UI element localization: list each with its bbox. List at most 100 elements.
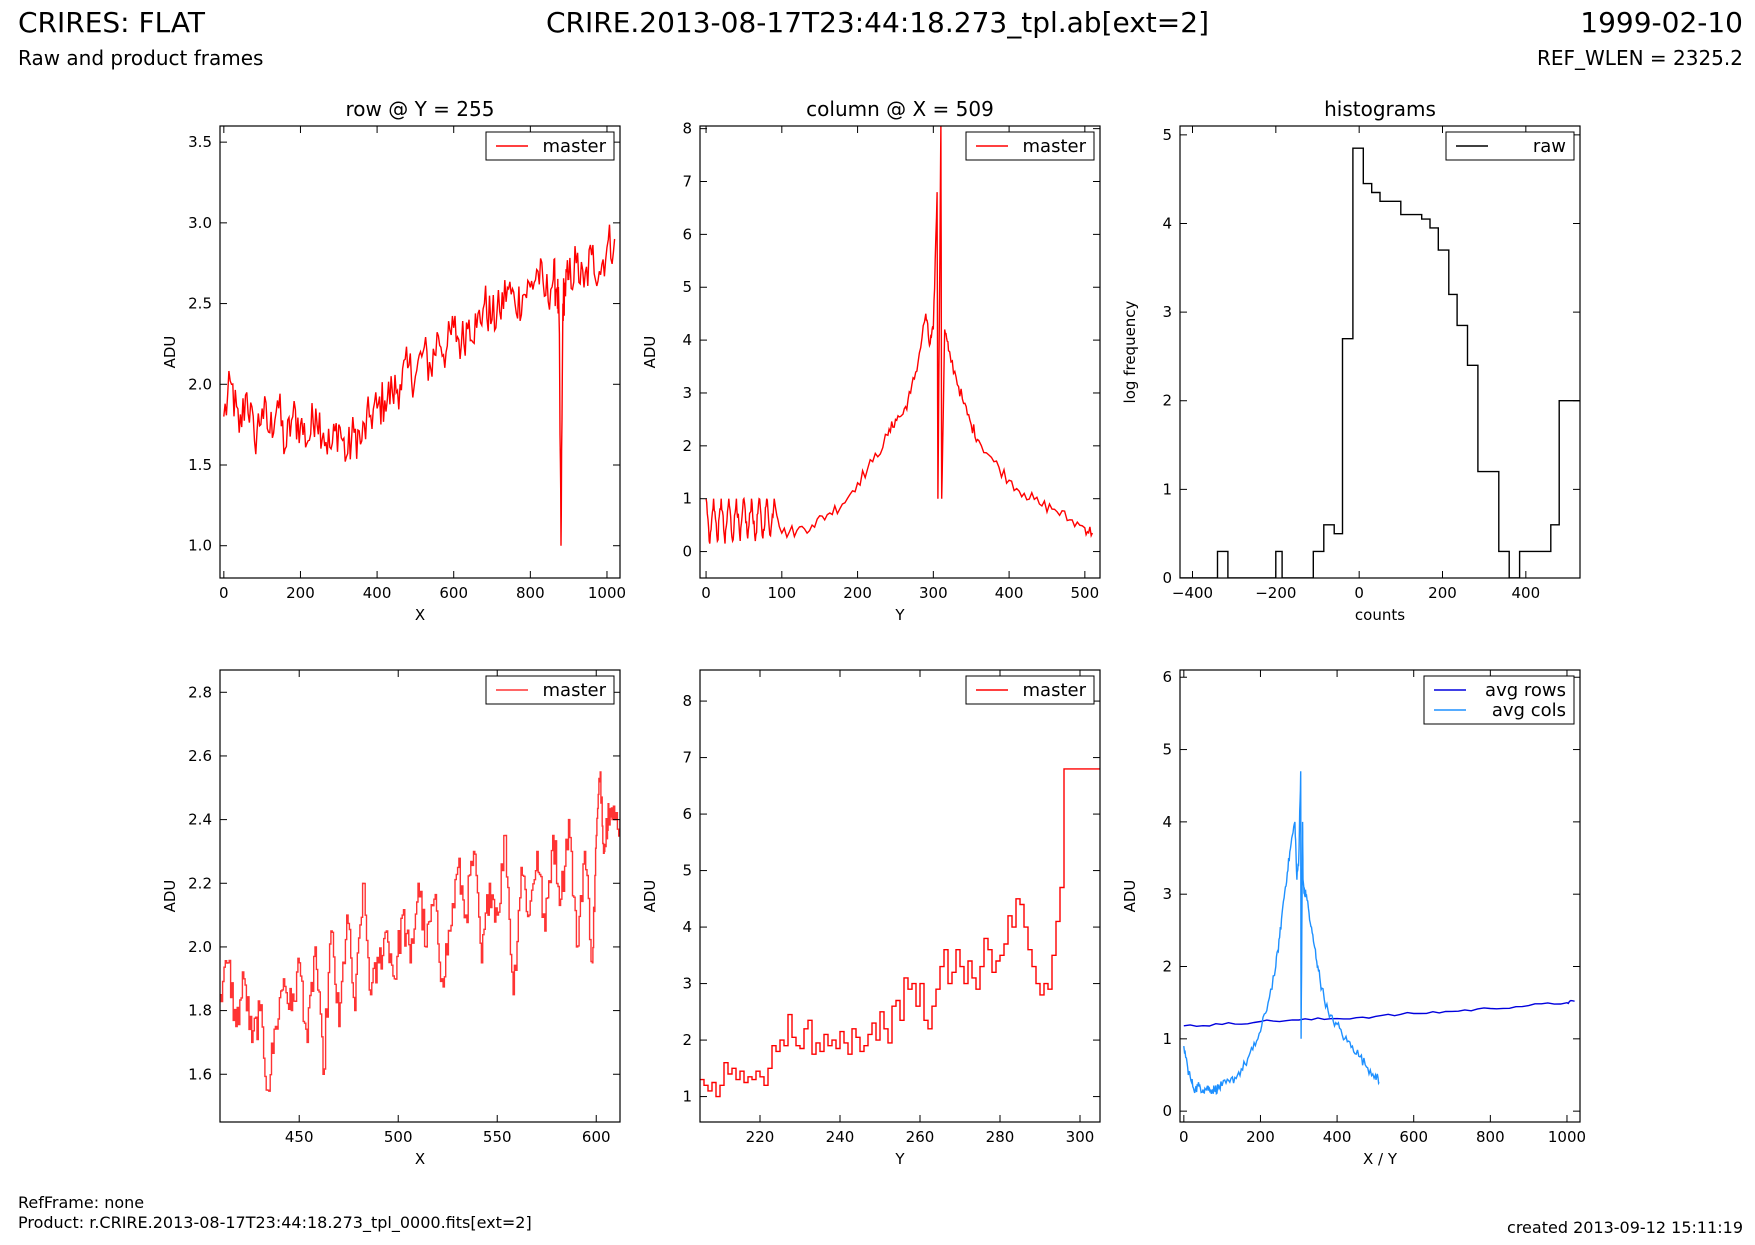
- footer-product: Product: r.CRIRE.2013-08-17T23:44:18.273…: [18, 1213, 532, 1232]
- series-line-master: [705, 126, 1094, 544]
- x-tick-label: 600: [582, 1128, 611, 1146]
- y-tick-label: 6: [682, 225, 692, 243]
- y-axis-label: ADU: [161, 336, 179, 369]
- y-tick-label: 1.8: [188, 1002, 212, 1020]
- y-tick-label: 0: [682, 543, 692, 561]
- y-axis-label: ADU: [1121, 880, 1139, 913]
- y-tick-label: 3: [682, 384, 692, 402]
- y-tick-label: 2: [1162, 392, 1172, 410]
- y-tick-label: 2.0: [188, 938, 212, 956]
- x-tick-label: 240: [826, 1128, 855, 1146]
- chart-p5: 220 240 260 280 300 1 2 3 4 5 6 7 8 Y ADU master: [641, 669, 1101, 1168]
- legend: master: [965, 675, 1095, 705]
- y-tick-label: 4: [682, 331, 692, 349]
- x-tick-label: 400: [1512, 584, 1541, 602]
- legend-label: raw: [1533, 136, 1566, 157]
- x-tick-label: 1000: [588, 584, 626, 602]
- chart-p4: 450 500 550 600 1.6 1.8 2.0 2.2 2.4 2.6 2.8 X ADU mas…: [161, 669, 621, 1168]
- header-date: 1999-02-10: [1580, 6, 1743, 39]
- series-line-raw: [1180, 147, 1580, 578]
- x-tick-label: 550: [483, 1128, 512, 1146]
- y-tick-label: 7: [682, 749, 692, 767]
- header-subtitle-left: Raw and product frames: [18, 46, 264, 70]
- x-tick-label: 200: [1428, 584, 1457, 602]
- y-tick-label: 1.6: [188, 1065, 212, 1083]
- y-tick-label: 2.0: [188, 375, 212, 393]
- legend-label: master: [543, 136, 607, 157]
- x-tick-label: 450: [285, 1128, 314, 1146]
- y-tick-label: 1: [682, 1088, 692, 1106]
- x-tick-label: 400: [1323, 1128, 1352, 1146]
- x-tick-label: 300: [1066, 1128, 1095, 1146]
- x-tick-label: 500: [384, 1128, 413, 1146]
- x-tick-label: 500: [1071, 584, 1100, 602]
- x-tick-label: 400: [363, 584, 392, 602]
- chart-p6: 0 200 400 600 800 1000 0 1 2 3 4 5 6 X / Y ADU avg rows…: [1121, 668, 1586, 1168]
- chart-p2: 0 100 200 300 400 500 0 1 2 3 4 5 6 7 8 Y ADU column @ X …: [641, 97, 1101, 624]
- footer-refframe: RefFrame: none: [18, 1193, 145, 1212]
- y-tick-label: 1: [1162, 1030, 1172, 1048]
- y-tick-label: 0: [1162, 569, 1172, 587]
- plot-frame: [1179, 125, 1581, 579]
- x-axis-label: X: [415, 1150, 425, 1168]
- series-line-master: [223, 224, 616, 546]
- footer-created: created 2013-09-12 15:11:19: [1507, 1218, 1743, 1237]
- y-tick-label: 6: [682, 805, 692, 823]
- y-tick-label: 2: [1162, 958, 1172, 976]
- header-title-left: CRIRES: FLAT: [18, 6, 205, 39]
- legend-box: [1423, 675, 1575, 725]
- legend: master: [485, 675, 615, 705]
- y-tick-label: 2.5: [188, 295, 212, 313]
- x-tick-label: 220: [746, 1128, 775, 1146]
- x-tick-label: 600: [439, 584, 468, 602]
- x-tick-label: 0: [1354, 584, 1364, 602]
- legend-label: master: [543, 680, 607, 701]
- y-tick-label: 1: [1162, 480, 1172, 498]
- legend-box: [965, 675, 1095, 705]
- y-axis-label: ADU: [641, 336, 659, 369]
- x-tick-label: 800: [516, 584, 545, 602]
- y-axis-label: ADU: [641, 880, 659, 913]
- y-tick-label: 6: [1162, 668, 1172, 686]
- series-line-master: [700, 768, 1100, 1098]
- x-tick-label: 200: [1246, 1128, 1275, 1146]
- legend: master: [485, 131, 615, 161]
- x-axis-label: X / Y: [1363, 1150, 1398, 1168]
- y-tick-label: 8: [682, 692, 692, 710]
- chart-p1: 0 200 400 600 800 1000 1.0 1.5 2.0 2.5 3.0 3.5 X ADU r…: [161, 97, 626, 624]
- x-tick-label: 280: [986, 1128, 1015, 1146]
- y-tick-label: 5: [682, 278, 692, 296]
- y-tick-label: 2.8: [188, 683, 212, 701]
- y-tick-label: 5: [682, 862, 692, 880]
- x-tick-label: 800: [1476, 1128, 1505, 1146]
- plot-frame: [699, 125, 1101, 579]
- y-tick-label: 1.5: [188, 456, 212, 474]
- y-tick-label: 2.2: [188, 874, 212, 892]
- x-tick-label: 600: [1399, 1128, 1428, 1146]
- x-axis-label: X: [415, 606, 425, 624]
- chart-p3: −400 −200 0 200 400 0 1 2 3 4 5 counts log frequency…: [1121, 97, 1581, 624]
- x-tick-label: 200: [286, 584, 315, 602]
- x-tick-label: 0: [219, 584, 229, 602]
- y-tick-label: 0: [1162, 1102, 1172, 1120]
- y-tick-label: 3.0: [188, 214, 212, 232]
- x-axis-label: counts: [1355, 606, 1405, 624]
- y-tick-label: 7: [682, 173, 692, 191]
- plot-frame: [219, 669, 621, 1123]
- x-tick-label: −400: [1172, 584, 1213, 602]
- y-tick-label: 8: [682, 120, 692, 138]
- y-tick-label: 2: [682, 1031, 692, 1049]
- legend-label: master: [1023, 680, 1087, 701]
- x-axis-label: Y: [894, 606, 905, 624]
- series-line-avg-cols: [1183, 771, 1380, 1096]
- series-line-avg-rows: [1183, 999, 1575, 1028]
- chart-title: histograms: [1324, 97, 1436, 121]
- y-tick-label: 4: [1162, 813, 1172, 831]
- legend-label: avg rows: [1485, 680, 1566, 701]
- y-tick-label: 3: [1162, 303, 1172, 321]
- series-line-master: [220, 771, 620, 1092]
- y-tick-label: 3.5: [188, 133, 212, 151]
- legend: raw: [1445, 131, 1575, 161]
- legend-label: avg cols: [1492, 700, 1566, 721]
- y-tick-label: 4: [682, 918, 692, 936]
